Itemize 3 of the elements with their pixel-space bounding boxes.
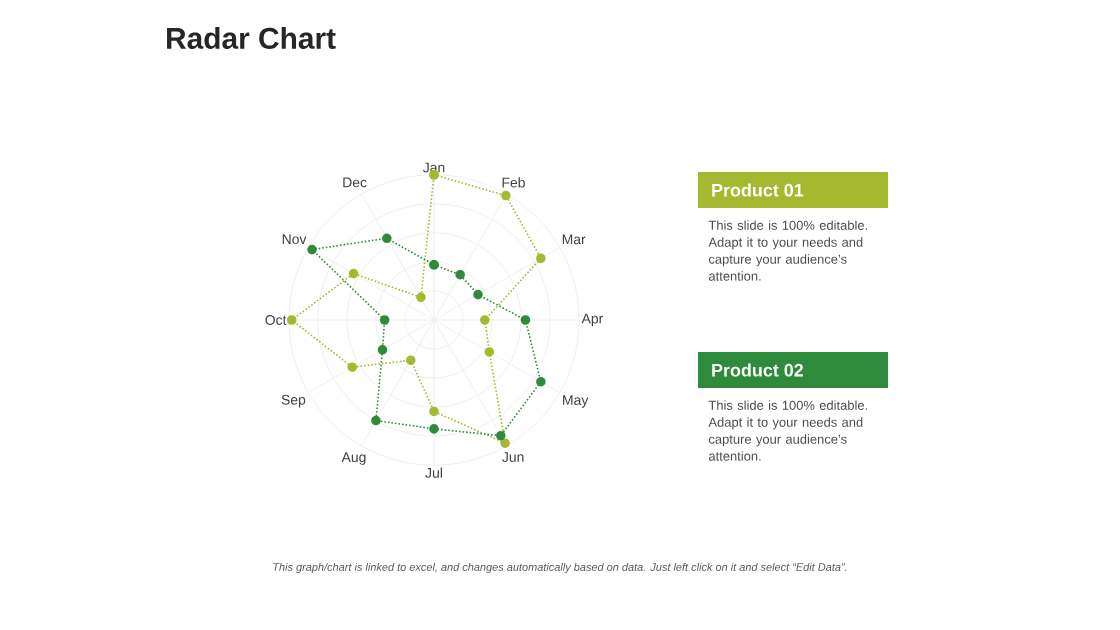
text: Product 02 bbox=[712, 363, 803, 377]
chart-title: Radar Chart bbox=[167, 27, 336, 49]
text: Product 01 bbox=[712, 183, 804, 197]
